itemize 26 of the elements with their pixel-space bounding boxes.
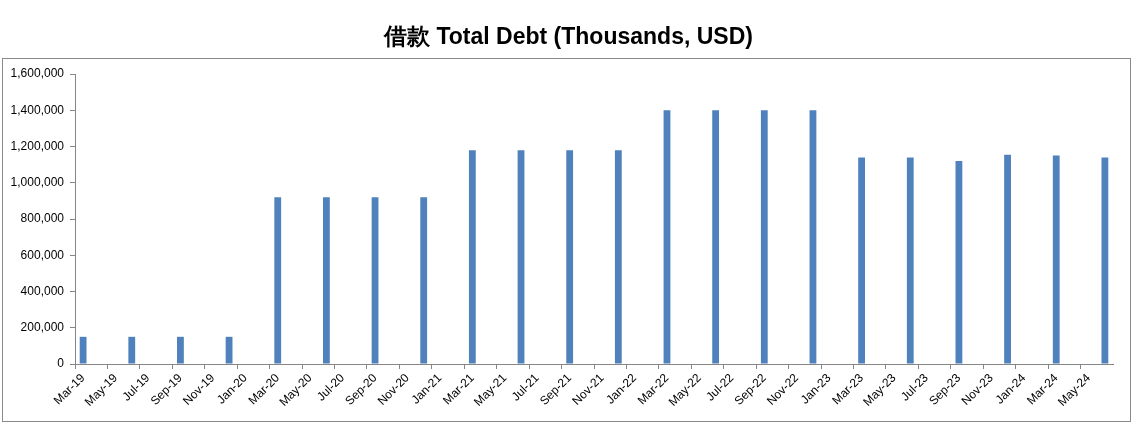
bar xyxy=(614,150,622,364)
bar xyxy=(906,157,914,364)
bar xyxy=(128,336,136,364)
y-tick-label: 1,600,000 xyxy=(10,66,65,81)
bar xyxy=(1004,154,1011,364)
y-tick-label: 200,000 xyxy=(20,320,65,335)
y-tick-label: 0 xyxy=(57,356,65,371)
bar xyxy=(760,110,768,364)
y-tick-label: 400,000 xyxy=(20,283,65,298)
chart-title: 借款 Total Debt (Thousands, USD) xyxy=(382,22,754,51)
bar xyxy=(858,157,866,364)
y-tick-label: 600,000 xyxy=(20,247,65,262)
bar xyxy=(79,336,87,364)
bar xyxy=(274,197,282,364)
bar xyxy=(566,150,574,364)
y-tick-label: 1,200,000 xyxy=(10,138,65,153)
bar xyxy=(420,197,428,364)
y-tick-label: 800,000 xyxy=(20,211,65,226)
bar xyxy=(712,110,720,364)
y-tick-label: 1,400,000 xyxy=(10,102,65,117)
bar xyxy=(322,197,330,364)
bar xyxy=(1101,157,1109,364)
bar xyxy=(1052,155,1060,364)
y-tick-label: 1,000,000 xyxy=(10,175,65,190)
bar xyxy=(177,336,184,364)
bar xyxy=(468,150,476,364)
